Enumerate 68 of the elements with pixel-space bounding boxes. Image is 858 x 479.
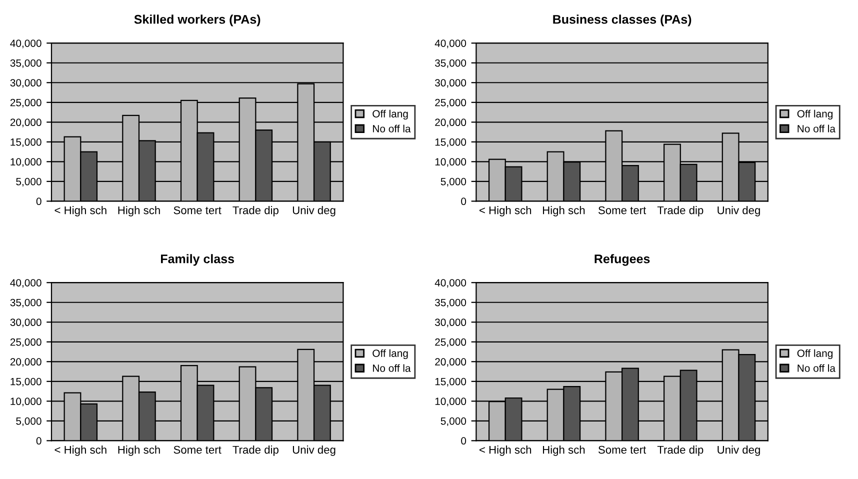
- y-tick-label: 0: [36, 437, 42, 445]
- y-tick-label: 0: [36, 198, 42, 206]
- x-tick-label: Univ deg: [718, 206, 760, 216]
- x-tick-label: Univ deg: [292, 446, 336, 456]
- chart-title: Family class: [161, 254, 234, 266]
- x-tick-label: High sch: [543, 446, 585, 456]
- y-tick-label: 25,000: [435, 338, 466, 347]
- y-tick-label: 40,000: [434, 279, 466, 288]
- legend-label: Off lang: [372, 110, 408, 120]
- y-tick-label: 20,000: [10, 358, 42, 367]
- x-tick-label: High sch: [118, 206, 160, 216]
- y-tick-label: 15,000: [435, 138, 466, 148]
- x-tick-label: Trade dip: [232, 446, 278, 456]
- y-tick-label: 15,000: [10, 378, 42, 387]
- x-tick-label: < High sch: [54, 446, 106, 456]
- x-tick-label: High sch: [118, 446, 160, 456]
- y-tick-label: 20,000: [10, 118, 42, 128]
- y-tick-label: 15,000: [10, 138, 42, 148]
- y-tick-label: 10,000: [435, 158, 466, 167]
- y-tick-label: 30,000: [10, 79, 42, 88]
- y-tick-label: 30,000: [10, 318, 42, 328]
- x-tick-label: High sch: [543, 206, 585, 216]
- legend-label: Off lang: [797, 349, 832, 360]
- y-tick-label: 25,000: [10, 98, 42, 108]
- y-tick-label: 40,000: [10, 40, 42, 48]
- y-tick-label: 40,000: [10, 279, 42, 288]
- x-tick-label: Some tert: [598, 446, 646, 454]
- x-tick-label: < High sch: [54, 206, 106, 216]
- y-tick-label: 10,000: [435, 398, 466, 406]
- chart-title: Business classes (PAs): [553, 14, 692, 26]
- x-tick-label: Univ deg: [292, 206, 336, 216]
- x-tick-label: < High sch: [480, 206, 532, 216]
- legend-label: Off lang: [797, 110, 832, 120]
- y-tick-label: 5,000: [440, 178, 466, 187]
- x-tick-label: Trade dip: [657, 446, 704, 456]
- y-tick-label: 5,000: [440, 417, 466, 426]
- y-tick-label: 10,000: [10, 398, 42, 406]
- y-tick-label: 40,000: [434, 40, 466, 48]
- y-tick-label: 35,000: [10, 298, 42, 308]
- x-tick-label: Trade dip: [232, 206, 278, 216]
- y-tick-label: 25,000: [435, 98, 466, 108]
- y-tick-label: 30,000: [435, 79, 466, 88]
- y-tick-label: 0: [461, 437, 466, 445]
- y-tick-label: 15,000: [435, 378, 466, 387]
- chart-title: Refugees: [594, 254, 650, 266]
- y-tick-label: 20,000: [435, 358, 466, 367]
- x-tick-label: Trade dip: [657, 206, 704, 216]
- y-tick-label: 35,000: [10, 59, 42, 68]
- y-tick-label: 35,000: [435, 59, 466, 68]
- legend-label: No off la: [798, 364, 836, 372]
- y-tick-label: 0: [461, 198, 466, 206]
- legend-label: No off la: [798, 124, 836, 132]
- legend-label: No off la: [373, 124, 411, 132]
- x-tick-label: Some tert: [598, 206, 646, 214]
- legend-label: No off la: [373, 364, 411, 372]
- x-tick-label: Univ deg: [718, 446, 760, 456]
- y-tick-label: 5,000: [16, 417, 42, 426]
- x-tick-label: < High sch: [480, 446, 532, 456]
- x-tick-label: Some tert: [174, 206, 222, 214]
- y-tick-label: 5,000: [16, 178, 42, 187]
- y-tick-label: 10,000: [10, 158, 42, 167]
- x-tick-label: Some tert: [174, 446, 222, 454]
- legend-label: Off lang: [372, 349, 408, 360]
- y-tick-label: 25,000: [10, 338, 42, 347]
- chart-title: Skilled workers (PAs): [134, 14, 260, 26]
- y-tick-label: 35,000: [435, 298, 466, 308]
- y-tick-label: 20,000: [435, 118, 466, 128]
- y-tick-label: 30,000: [435, 318, 466, 328]
